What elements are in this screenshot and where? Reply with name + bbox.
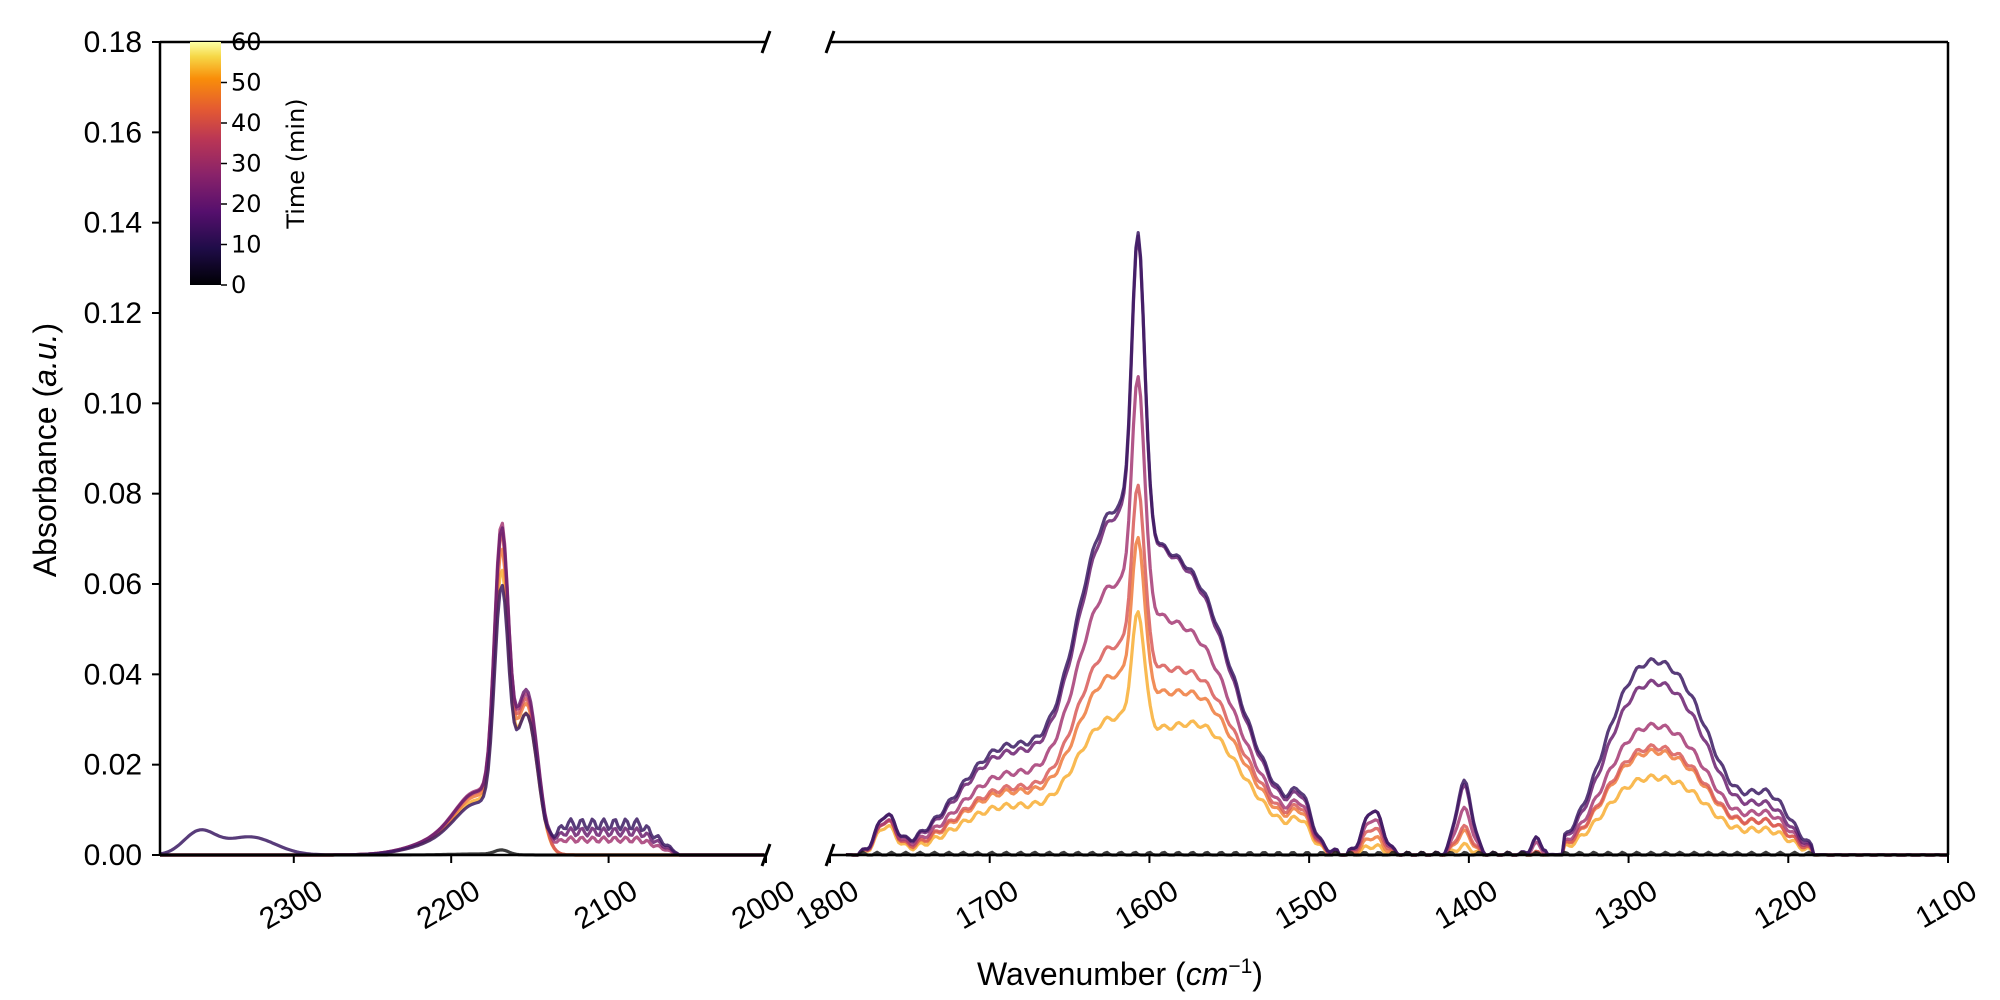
y-tick-label: 0.02 (84, 749, 142, 782)
series-line-t10 (845, 231, 1948, 857)
colorbar-tick-label: 30 (231, 150, 262, 178)
x-tick-label: 1400 (1429, 874, 1503, 936)
y-axis: 0.00 0.02 0.04 0.06 0.08 0.10 0.12 0.14 0.16 0.18 (84, 26, 160, 872)
y-tick-label: 0.00 (84, 839, 142, 872)
series-line-t20 (845, 234, 1948, 857)
x-tick-label: 2200 (411, 874, 485, 936)
x-tick-label: 1100 (1910, 874, 1982, 935)
left-panel-series (159, 521, 765, 857)
x-tick-label: 2100 (569, 874, 643, 936)
y-tick-label: 0.04 (84, 658, 142, 691)
colorbar-tick-label: 50 (231, 69, 262, 97)
axis-break-mark (824, 30, 836, 54)
x-tick-label: 1500 (1269, 874, 1343, 936)
colorbar-tick-label: 40 (231, 109, 262, 137)
series-line-t40 (845, 483, 1948, 857)
x-tick-label: 1600 (1110, 874, 1184, 936)
axis-break-mark (760, 30, 772, 54)
x-tick-label: 1800 (790, 874, 864, 936)
x-axis-label: Wavenumber (cm−1) (977, 955, 1263, 992)
colorbar-gradient (190, 42, 221, 285)
y-tick-label: 0.06 (84, 568, 142, 601)
x-tick-label: 2300 (254, 874, 328, 936)
axes-frame (158, 30, 1950, 867)
right-panel-series (845, 231, 1948, 857)
x-tick-label: 2000 (726, 874, 800, 936)
colorbar-tick-label: 20 (231, 190, 262, 218)
colorbar-tick-label: 60 (231, 28, 262, 56)
y-tick-label: 0.18 (84, 26, 142, 59)
colorbar-tick-label: 10 (231, 231, 262, 259)
x-tick-label: 1300 (1589, 874, 1663, 936)
y-tick-label: 0.10 (84, 387, 142, 420)
colorbar-label: Time (min) (282, 98, 310, 229)
y-tick-label: 0.16 (84, 116, 142, 149)
series-line-t30 (845, 375, 1948, 857)
y-tick-label: 0.14 (84, 207, 142, 240)
y-tick-label: 0.12 (84, 297, 142, 330)
colorbar-tick-label: 0 (231, 271, 246, 299)
series-line-t10 (159, 583, 765, 857)
x-tick-label: 1700 (950, 874, 1024, 936)
time-colorbar: 0 10 20 30 40 50 60 Time (min) (190, 28, 310, 299)
y-tick-label: 0.08 (84, 478, 142, 511)
y-axis-label: Absorbance (a.u.) (27, 323, 63, 577)
x-tick-label: 1200 (1748, 874, 1822, 936)
